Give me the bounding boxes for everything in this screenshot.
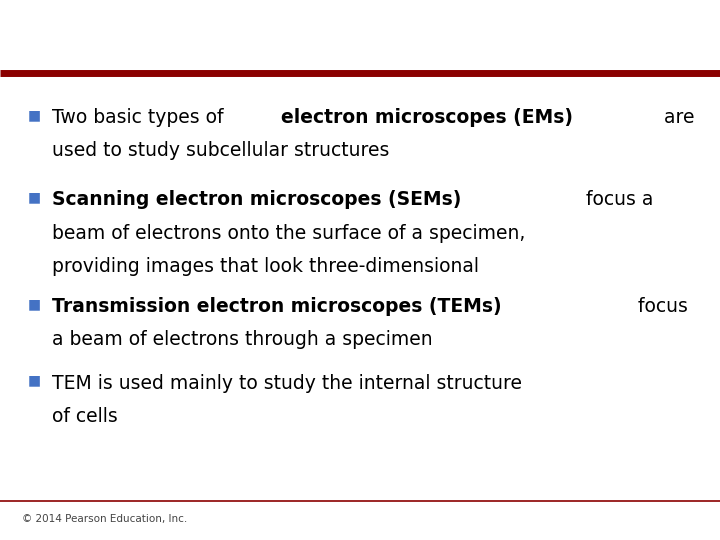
Text: used to study subcellular structures: used to study subcellular structures xyxy=(52,141,390,160)
Text: Scanning electron microscopes (SEMs): Scanning electron microscopes (SEMs) xyxy=(52,190,462,209)
Text: of cells: of cells xyxy=(52,407,117,426)
Text: TEM is used mainly to study the internal structure: TEM is used mainly to study the internal… xyxy=(52,374,522,393)
Text: focus: focus xyxy=(632,297,688,316)
Text: focus a: focus a xyxy=(580,190,654,209)
Text: ■: ■ xyxy=(27,190,40,204)
Text: Two basic types of: Two basic types of xyxy=(52,108,230,127)
Text: ■: ■ xyxy=(27,374,40,388)
Text: providing images that look three-dimensional: providing images that look three-dimensi… xyxy=(52,257,479,276)
Text: beam of electrons onto the surface of a specimen,: beam of electrons onto the surface of a … xyxy=(52,224,525,242)
Text: ■: ■ xyxy=(27,108,40,122)
Text: are: are xyxy=(657,108,694,127)
Text: Transmission electron microscopes (TEMs): Transmission electron microscopes (TEMs) xyxy=(52,297,501,316)
Text: ■: ■ xyxy=(27,297,40,311)
Text: electron microscopes (EMs): electron microscopes (EMs) xyxy=(281,108,573,127)
Text: a beam of electrons through a specimen: a beam of electrons through a specimen xyxy=(52,330,433,349)
Text: © 2014 Pearson Education, Inc.: © 2014 Pearson Education, Inc. xyxy=(22,515,187,524)
